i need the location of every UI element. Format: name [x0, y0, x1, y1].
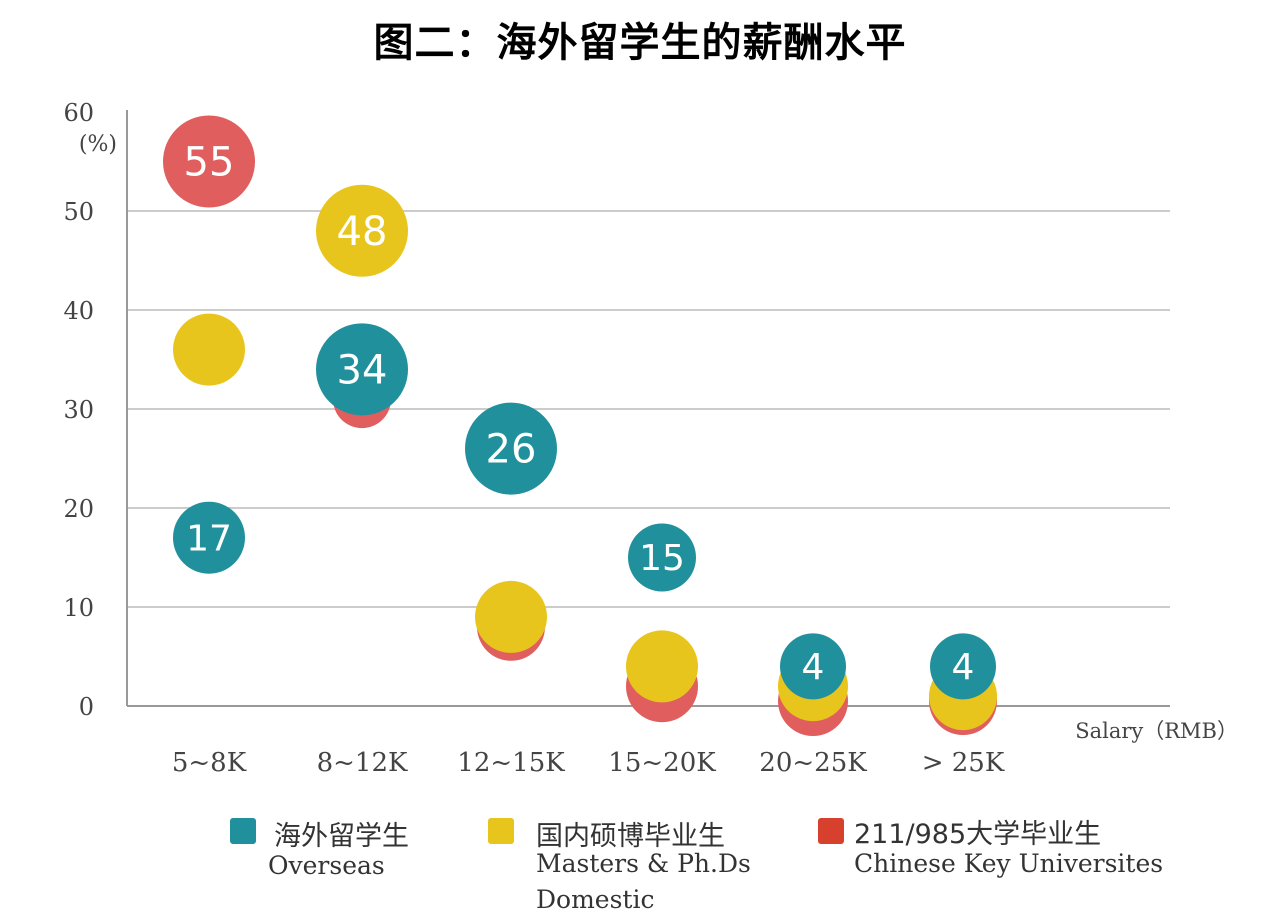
legend-label-zh: 海外留学生	[274, 821, 409, 852]
legend-label-zh: 211/985大学毕业生	[854, 819, 1102, 850]
y-tick-label-top: 60	[63, 99, 94, 127]
legend-label-zh: 国内硕博毕业生	[536, 821, 725, 852]
x-tick-label: 20~25K	[759, 748, 867, 778]
y-tick-label: 50	[63, 198, 94, 226]
y-tick-label: 0	[79, 693, 94, 721]
legend-label-en: Chinese Key Universites	[854, 849, 1164, 878]
bubble-label-domestic: 48	[337, 209, 388, 255]
bubble-label-key_universities: 55	[184, 140, 235, 186]
x-tick-label: > 25K	[922, 748, 1005, 778]
bubble-label-overseas: 17	[186, 518, 232, 559]
x-tick-label: 8~12K	[317, 748, 408, 778]
bubble-overseas	[628, 523, 696, 592]
bubble-key_universities	[163, 115, 255, 208]
bubble-label-overseas: 4	[952, 647, 975, 688]
bubble-overseas	[930, 633, 996, 700]
legend-swatch-domestic	[488, 818, 514, 844]
chart-title: 图二：海外留学生的薪酬水平	[373, 20, 907, 66]
x-tick-label: 5~8K	[172, 748, 247, 778]
bubble-domestic	[316, 184, 408, 277]
bubble-chart: 0 10 20 30 40 50 60 (%) 5~8K 8~12K 12~15K 15~20K 20~…	[63, 99, 1238, 778]
bubble-label-overseas: 34	[337, 347, 388, 393]
bubble-domestic	[475, 580, 547, 653]
y-tick-label: 20	[63, 495, 94, 523]
bubble-label-overseas: 26	[486, 427, 537, 473]
bubble-domestic	[173, 313, 245, 386]
x-tick-label: 12~15K	[457, 748, 565, 778]
legend-label-en: Domestic	[536, 885, 655, 914]
legend-label-en: Overseas	[268, 851, 385, 880]
legend-swatch-overseas	[230, 818, 256, 844]
x-axis-title: Salary（RMB）	[1075, 719, 1238, 743]
bubble-overseas	[173, 501, 245, 574]
legend-label-en: Masters & Ph.Ds	[536, 849, 751, 878]
bubble-domestic	[626, 630, 698, 703]
bubble-overseas	[316, 323, 408, 416]
y-tick-label: 30	[63, 396, 94, 424]
bubble-label-overseas: 15	[639, 538, 685, 579]
x-tick-label: 15~20K	[608, 748, 716, 778]
bubble-label-overseas: 4	[802, 647, 825, 688]
y-axis-unit: (%)	[79, 132, 117, 157]
bubble-overseas	[780, 633, 846, 700]
legend-swatch-key-universities	[818, 818, 844, 844]
y-tick-label: 40	[63, 297, 94, 325]
bubble-overseas	[465, 402, 557, 495]
y-tick-label: 10	[63, 594, 94, 622]
